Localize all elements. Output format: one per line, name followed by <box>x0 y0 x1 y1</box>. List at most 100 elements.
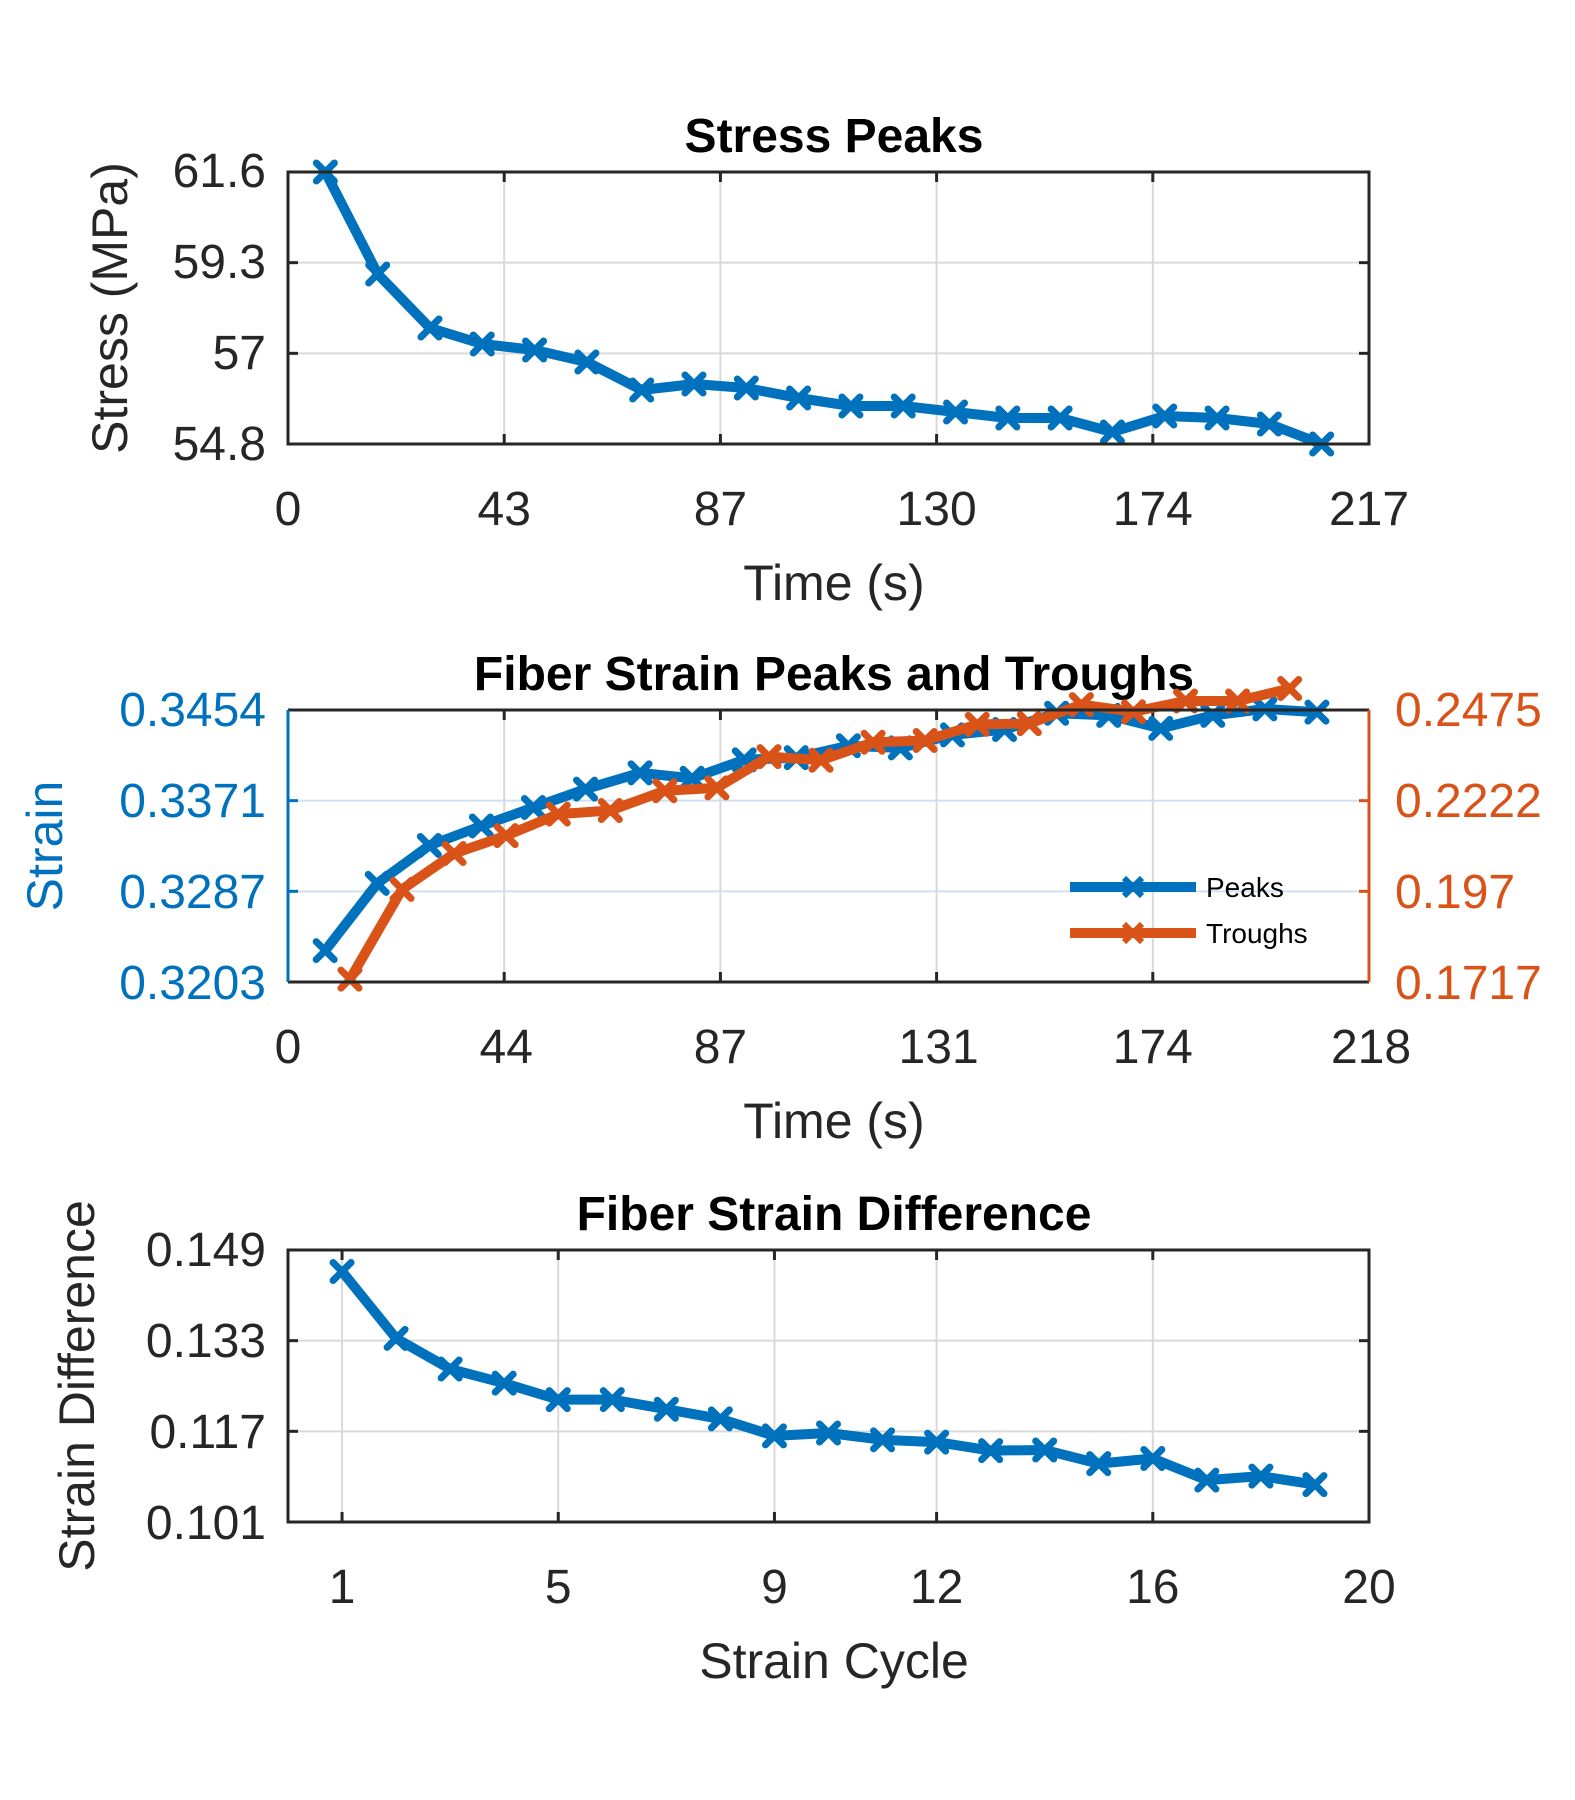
x-tick-label: 20 <box>1342 1561 1395 1614</box>
data-point <box>437 1356 463 1382</box>
data-point <box>1173 688 1199 714</box>
data-point <box>943 399 969 425</box>
y-tick-labels: 0.101 0.117 0.133 0.149 <box>146 1224 266 1550</box>
data-point <box>545 801 571 827</box>
y-tick-labels: 54.8 57 59.3 61.6 <box>173 145 266 471</box>
data-point <box>1277 675 1303 701</box>
data-point <box>627 760 653 786</box>
data-point <box>522 337 548 363</box>
series <box>329 1259 1328 1498</box>
chart-title: Fiber Strain Difference <box>577 1188 1092 1241</box>
y-axis-label: Stress (MPa) <box>82 162 138 454</box>
y-tick-label: 0.3287 <box>119 866 266 919</box>
y-axis-label: Strain <box>17 781 73 912</box>
data-point <box>1120 699 1146 725</box>
data-point <box>493 823 519 849</box>
data-point <box>995 405 1021 431</box>
data-point <box>389 876 415 902</box>
y-tick-label: 0.3371 <box>119 775 266 828</box>
x-tick-label: 174 <box>1113 1021 1193 1074</box>
data-point <box>1099 419 1125 445</box>
data-point <box>1256 411 1282 437</box>
y-tick-label: 0.3203 <box>119 957 266 1010</box>
panel-stress-peaks: Stress Peaks Time (s) Stress (MPa) 0 43 … <box>82 110 1409 611</box>
data-point <box>469 331 495 357</box>
data-point <box>1032 1437 1058 1463</box>
data-point <box>1086 1451 1112 1477</box>
x-tick-label: 174 <box>1113 483 1193 536</box>
y-tick-label: 0.3454 <box>119 684 266 737</box>
data-point <box>364 870 390 896</box>
panel-fiber-strain-difference: Fiber Strain Difference Strain Cycle Str… <box>49 1188 1396 1689</box>
data-point <box>890 393 916 419</box>
data-point <box>964 711 990 737</box>
x-tick-label: 0 <box>275 1021 302 1074</box>
data-point <box>860 729 886 755</box>
data-point <box>756 744 782 770</box>
legend-label-peaks: Peaks <box>1206 872 1284 903</box>
y-tick-label: 0.133 <box>146 1315 266 1368</box>
data-point <box>924 1429 950 1455</box>
data-point <box>704 775 730 801</box>
data-point <box>573 776 599 802</box>
data-point <box>597 797 623 823</box>
data-point <box>545 1387 571 1413</box>
x-axis-label: Time (s) <box>743 555 924 611</box>
x-tick-labels: 1 5 9 12 16 20 <box>329 1561 1396 1614</box>
series <box>312 675 1330 992</box>
y-tick-label: 57 <box>213 327 266 380</box>
data-point <box>574 349 600 375</box>
x-tick-label: 43 <box>478 483 531 536</box>
y2-tick-label: 0.2222 <box>1395 775 1542 828</box>
series <box>312 159 1335 457</box>
data-point <box>1140 1446 1166 1472</box>
x-axis-label: Time (s) <box>743 1093 924 1149</box>
data-point <box>365 261 391 287</box>
x-tick-label: 0 <box>275 483 302 536</box>
data-point <box>870 1427 896 1453</box>
x-tick-label: 217 <box>1329 483 1409 536</box>
x-tick-label: 12 <box>910 1561 963 1614</box>
data-point <box>1248 1463 1274 1489</box>
x-tick-labels: 0 44 87 131 174 218 <box>275 1021 1411 1074</box>
chart-title: Fiber Strain Peaks and Troughs <box>474 648 1194 701</box>
y-tick-label: 59.3 <box>173 236 266 289</box>
data-point <box>491 1370 517 1396</box>
series-line <box>337 1266 1320 1490</box>
y2-tick-labels: 0.1717 0.197 0.2222 0.2475 <box>1395 684 1542 1010</box>
y-tick-label: 0.101 <box>146 1497 266 1550</box>
data-point <box>329 1259 355 1285</box>
series-line-peaks <box>320 703 1322 956</box>
data-point <box>416 832 442 858</box>
data-point <box>733 375 759 401</box>
x-tick-label: 130 <box>897 483 977 536</box>
data-point <box>1047 405 1073 431</box>
data-point <box>912 728 938 754</box>
x-tick-labels: 0 43 87 130 174 217 <box>275 483 1409 536</box>
x-tick-label: 87 <box>694 483 747 536</box>
data-point <box>1204 405 1230 431</box>
x-tick-label: 1 <box>329 1561 356 1614</box>
chart-title: Stress Peaks <box>685 110 984 163</box>
legend: Peaks Troughs <box>1070 872 1308 949</box>
legend-marker-troughs <box>1121 921 1145 945</box>
x-tick-label: 5 <box>545 1561 572 1614</box>
data-point <box>1302 1472 1328 1498</box>
y-tick-label: 0.117 <box>149 1406 266 1459</box>
plot-frame <box>286 170 1371 446</box>
plot-frame <box>286 1248 1371 1524</box>
data-point <box>978 1438 1004 1464</box>
legend-label-troughs: Troughs <box>1206 918 1308 949</box>
data-point <box>1016 711 1042 737</box>
y-tick-label: 61.6 <box>173 145 266 198</box>
x-axis-label: Strain Cycle <box>699 1633 969 1689</box>
data-point <box>599 1387 625 1413</box>
data-point <box>1304 699 1330 725</box>
data-point <box>1148 715 1174 741</box>
data-point <box>383 1325 409 1351</box>
series-line <box>320 167 1327 449</box>
data-point <box>1194 1467 1220 1493</box>
data-point <box>761 1423 787 1449</box>
y2-tick-label: 0.2475 <box>1395 684 1542 737</box>
